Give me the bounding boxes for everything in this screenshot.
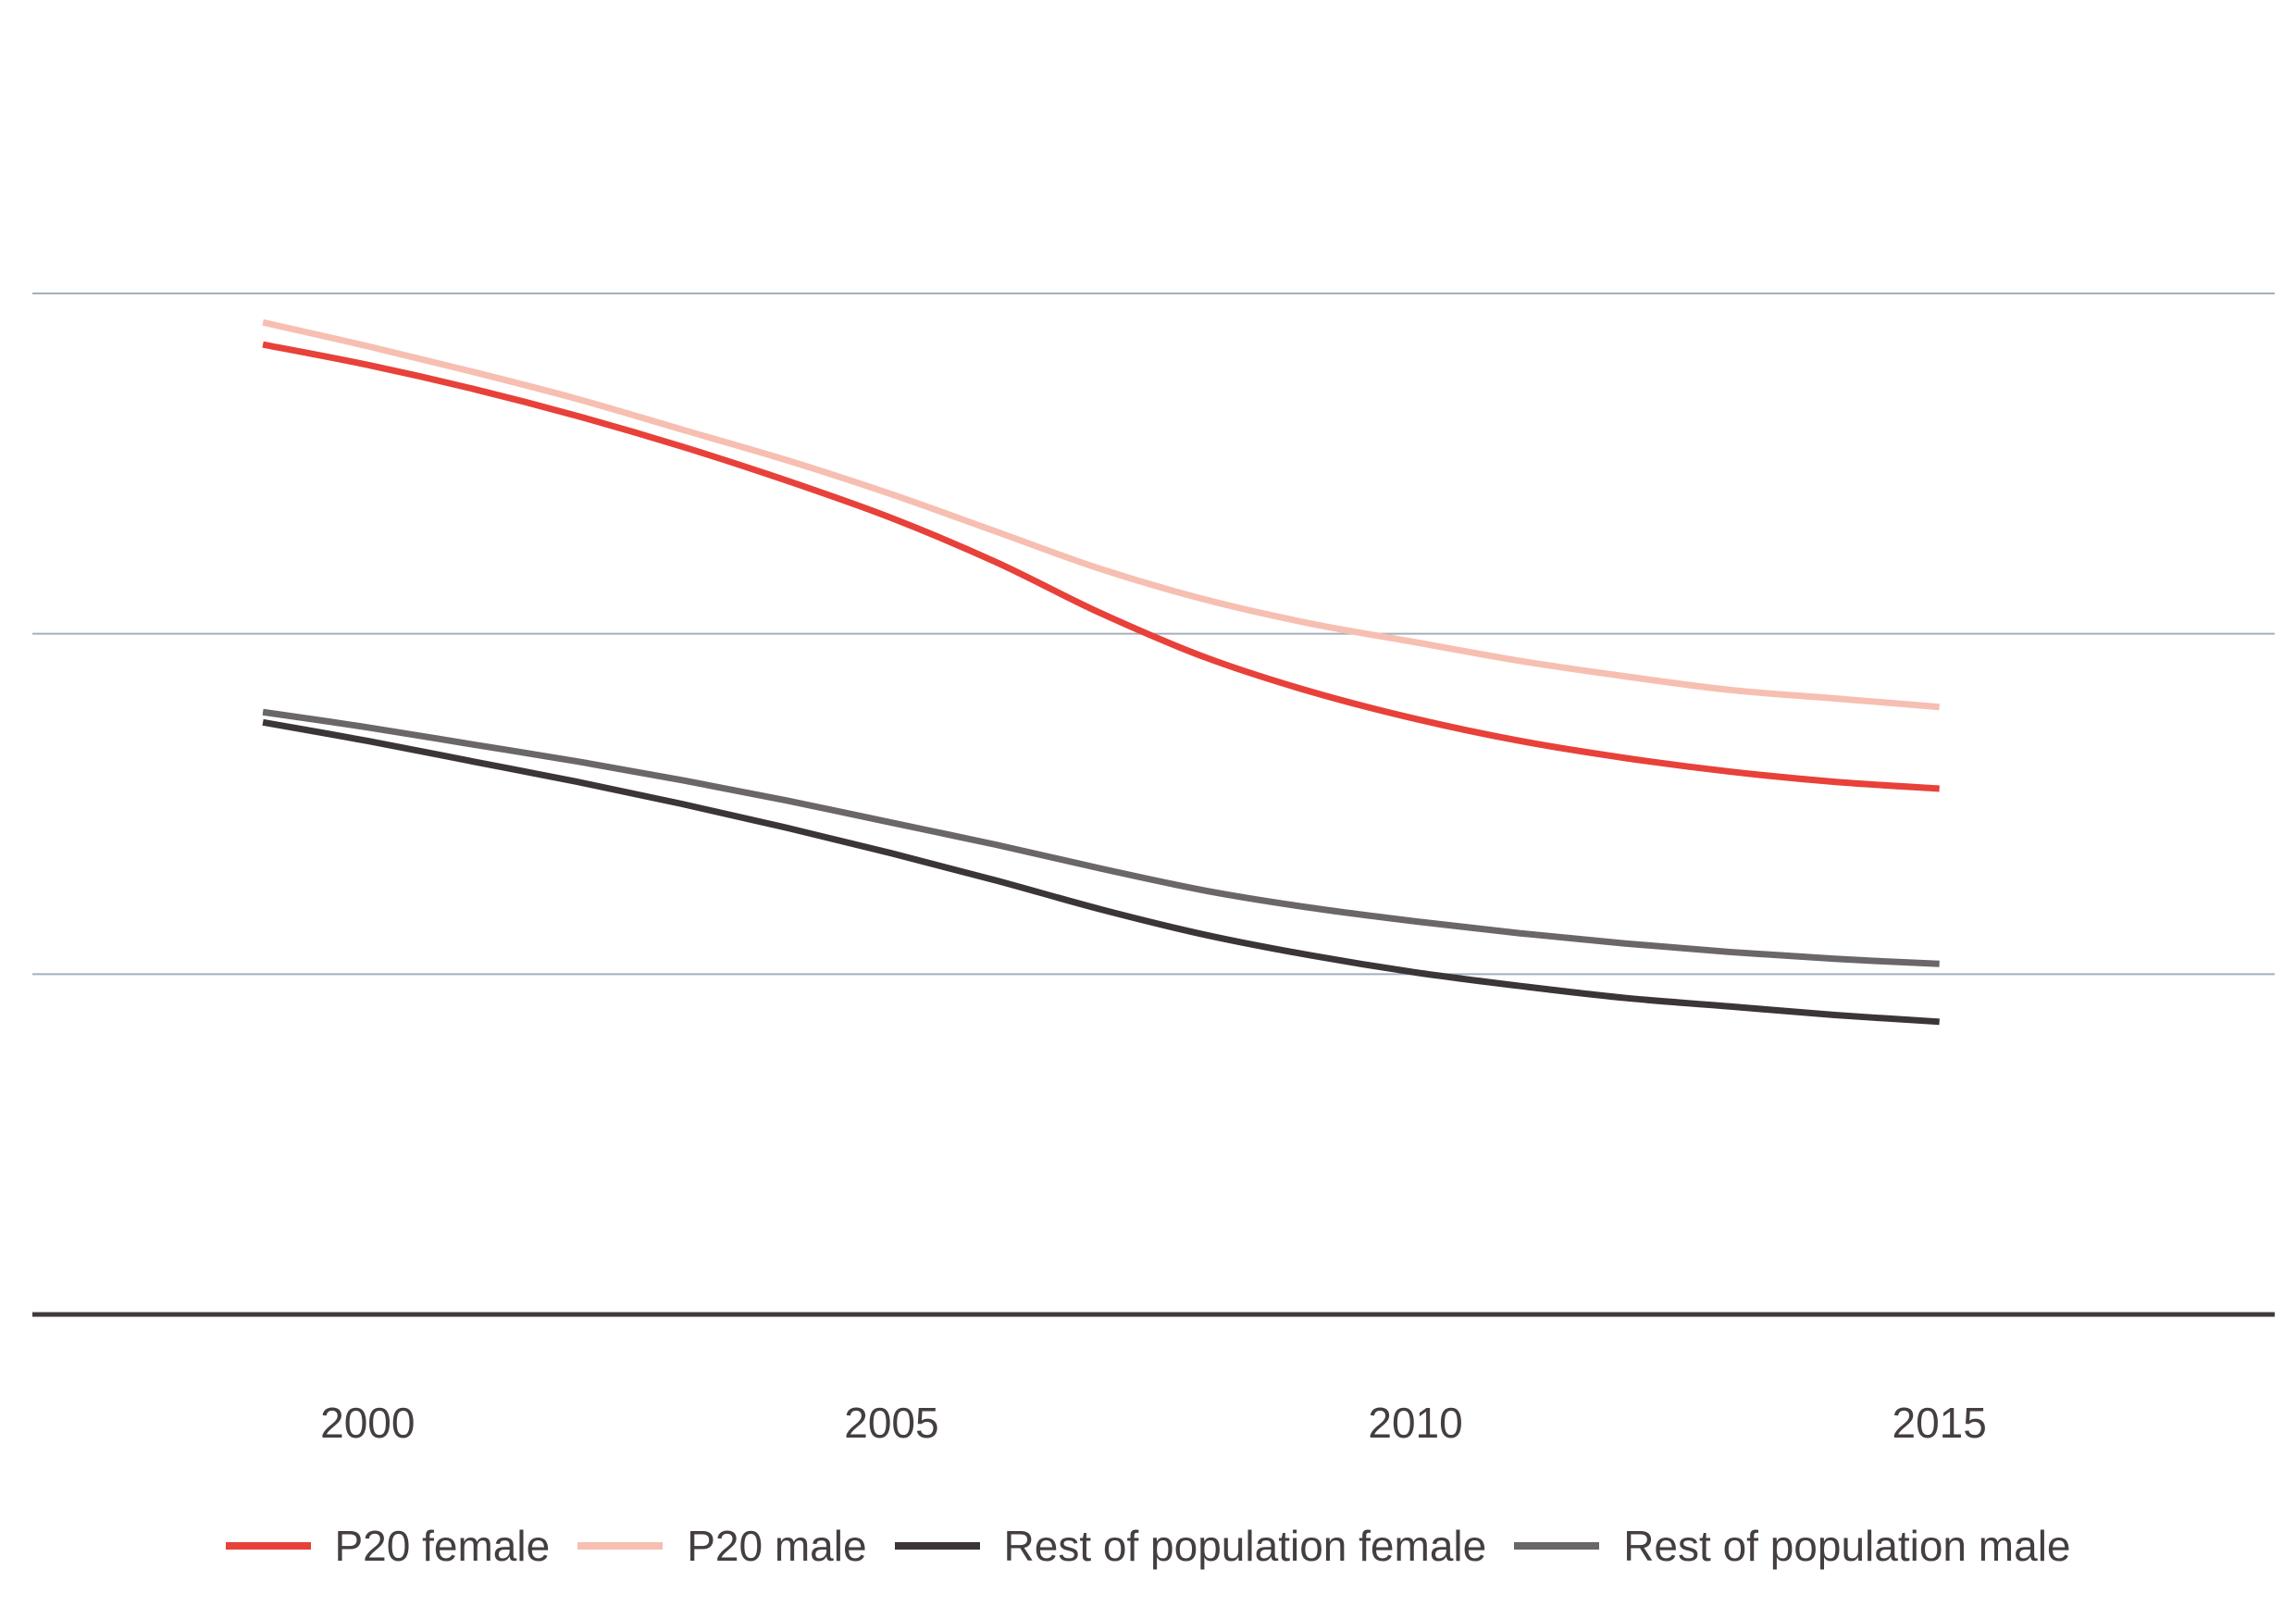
legend-item-p20-female[interactable]: P20 female <box>225 1521 551 1571</box>
legend-swatch-rest-female <box>894 1542 980 1550</box>
x-tick-label: 2010 <box>1368 1399 1462 1447</box>
x-tick-label: 2000 <box>320 1399 415 1447</box>
series-line-p20-male <box>262 318 1940 711</box>
legend-item-rest-female[interactable]: Rest of population female <box>894 1521 1487 1571</box>
series-line-rest-male <box>262 708 1940 967</box>
x-tick-label: 2005 <box>844 1399 938 1447</box>
series-line-p20-female <box>262 341 1940 792</box>
x-axis-tick-labels: 2000 2005 2010 2015 <box>320 1399 1987 1447</box>
legend-swatch-p20-female <box>225 1542 311 1550</box>
legend-label: Rest of population female <box>1003 1522 1487 1570</box>
legend-label: P20 male <box>687 1522 867 1570</box>
legend-label: Rest of population male <box>1623 1522 2071 1570</box>
series-lines <box>262 318 1940 1026</box>
legend-swatch-rest-male <box>1514 1542 1600 1550</box>
x-tick-label: 2015 <box>1893 1399 1987 1447</box>
legend: P20 female P20 male Rest of population f… <box>0 1509 2296 1583</box>
legend-label: P20 female <box>334 1522 551 1570</box>
legend-item-rest-male[interactable]: Rest of population male <box>1514 1521 2071 1571</box>
legend-swatch-p20-male <box>577 1542 664 1550</box>
legend-item-p20-male[interactable]: P20 male <box>577 1521 867 1571</box>
series-line-rest-female <box>262 718 1940 1026</box>
